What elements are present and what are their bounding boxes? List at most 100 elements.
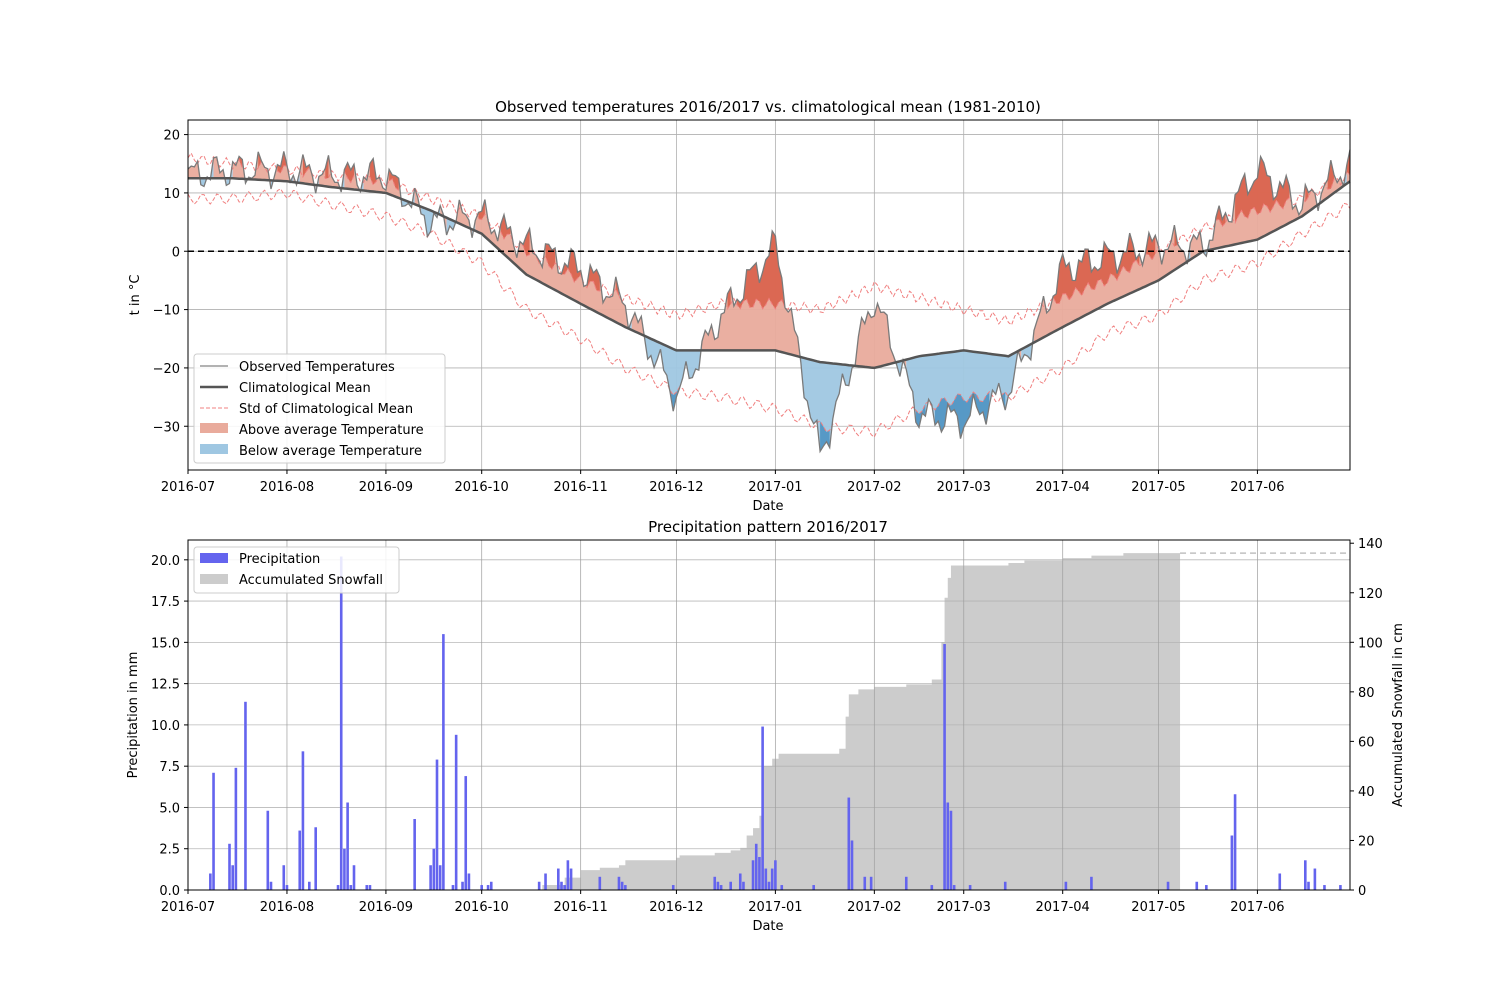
precipitation-x-tick-label: 2017-01 <box>748 900 802 915</box>
temperature-x-tick-label: 2017-03 <box>937 480 991 495</box>
precipitation-bar <box>569 868 573 890</box>
temperature-x-tick-label: 2017-06 <box>1230 480 1284 495</box>
precipitation-bar <box>780 885 784 890</box>
precipitation-x-tick-label: 2016-11 <box>553 900 607 915</box>
precipitation-bar <box>314 827 317 890</box>
precipitation-bar <box>537 881 541 890</box>
legend-label-precip: Precipitation <box>239 552 320 567</box>
above-std-fill <box>478 199 485 220</box>
above-average-fill <box>855 303 897 368</box>
above-std-fill <box>369 158 377 185</box>
temperature-chart-title: Observed temperatures 2016/2017 vs. clim… <box>495 98 1041 116</box>
temperature-x-label: Date <box>752 499 783 514</box>
precipitation-bar <box>1307 881 1310 890</box>
precipitation-bar <box>758 856 761 890</box>
precipitation-bar <box>557 868 560 890</box>
precipitation-bar <box>869 876 873 890</box>
precipitation-bar <box>1003 881 1007 890</box>
snowfall-y-tick-label: 100 <box>1358 636 1383 651</box>
above-std-fill <box>737 230 785 309</box>
above-average-fill <box>440 205 447 236</box>
precipitation-bar <box>713 876 717 890</box>
legend-swatch-below <box>200 444 228 454</box>
accumulated-snowfall-area <box>494 553 1181 890</box>
precipitation-bars <box>209 556 1342 890</box>
above-std-fill <box>1235 156 1290 223</box>
precipitation-bar <box>1064 881 1068 890</box>
precipitation-bar <box>719 885 723 890</box>
temperature-y-tick-label: 10 <box>163 187 180 202</box>
precipitation-bar <box>943 644 946 890</box>
above-average-fill <box>456 199 473 238</box>
precipitation-bar <box>904 876 908 890</box>
temperature-x-tick-label: 2016-10 <box>455 480 509 495</box>
temperature-y-tick-label: 20 <box>163 129 180 144</box>
precipitation-bar <box>1278 873 1282 890</box>
below-average-fill <box>800 357 856 452</box>
above-std-fill <box>344 162 354 183</box>
above-std-fill <box>500 214 511 239</box>
precipitation-bar <box>464 776 468 890</box>
climatological-mean-line <box>188 177 1351 370</box>
precipitation-bar <box>617 876 621 890</box>
precipitation-x-tick-label: 2016-07 <box>161 900 215 915</box>
temperature-x-tick-label: 2016-09 <box>359 480 413 495</box>
temperature-x-tick-label: 2017-01 <box>748 480 802 495</box>
temperature-x-tick-label: 2017-02 <box>847 480 901 495</box>
above-average-fill <box>188 161 201 185</box>
precipitation-bar <box>489 881 493 890</box>
precipitation-bar <box>231 865 234 890</box>
precipitation-bar <box>269 881 273 890</box>
temperature-y-tick-label: −10 <box>153 304 180 319</box>
precipitation-bar <box>442 634 445 890</box>
std-lower-line <box>187 188 1351 438</box>
precipitation-x-tick-label: 2017-04 <box>1036 900 1090 915</box>
precipitation-bar <box>228 843 231 890</box>
legend-label-above: Above average Temperature <box>239 423 424 438</box>
legend-label-snow: Accumulated Snowfall <box>239 573 383 588</box>
above-std-fill <box>545 243 556 270</box>
snowfall-y-tick-label: 40 <box>1358 785 1375 800</box>
legend-swatch-above <box>200 423 228 433</box>
precipitation-bar <box>285 885 289 890</box>
precipitation-bar <box>968 885 972 890</box>
precipitation-y-tick-label: 12.5 <box>151 678 180 693</box>
precipitation-bar <box>467 873 471 890</box>
snowfall-y-tick-label: 80 <box>1358 686 1375 701</box>
precipitation-bar <box>1090 876 1093 890</box>
temperature-x-ticks: 2016-07 2016-08 2016-09 2016-10 2016-11 2016-… <box>161 470 1285 495</box>
precipitation-y-tick-label: 17.5 <box>151 595 180 610</box>
temperature-x-tick-label: 2017-04 <box>1036 480 1090 495</box>
legend-label-below: Below average Temperature <box>239 444 422 459</box>
temperature-plot-area <box>187 149 1351 454</box>
above-average-fill <box>213 157 227 186</box>
precipitation-x-tick-label: 2016-08 <box>260 900 314 915</box>
temperature-x-tick-label: 2016-08 <box>260 480 314 495</box>
legend-label-std: Std of Climatological Mean <box>239 402 413 417</box>
precipitation-bar <box>282 865 286 890</box>
precipitation-bar <box>266 810 270 890</box>
precipitation-bar <box>480 885 483 890</box>
below-average-fill <box>401 188 415 208</box>
precipitation-x-tick-label: 2016-12 <box>649 900 703 915</box>
precipitation-bar <box>812 885 815 890</box>
precipitation-bar <box>413 819 416 890</box>
temperature-y-tick-label: −30 <box>153 420 180 435</box>
precipitation-y-ticks: 0.0 2.5 5.0 7.5 10.0 12.5 15.0 17.5 20.0 <box>151 554 188 899</box>
snowfall-y-tick-label: 120 <box>1358 587 1383 602</box>
precipitation-bar <box>1205 885 1208 890</box>
precipitation-bar <box>729 881 732 890</box>
precipitation-legend: Precipitation Accumulated Snowfall <box>193 546 400 594</box>
precipitation-bar <box>1233 794 1237 890</box>
precipitation-bar <box>620 881 624 890</box>
precipitation-bar <box>212 772 215 890</box>
precipitation-y-tick-label: 15.0 <box>151 636 180 651</box>
precipitation-bar <box>352 865 356 890</box>
precipitation-bar <box>847 797 851 890</box>
precipitation-x-ticks: 2016-07 2016-08 2016-09 2016-10 2016-11 2016-… <box>161 890 1285 915</box>
precipitation-bar <box>738 873 742 890</box>
precipitation-x-tick-label: 2017-06 <box>1230 900 1284 915</box>
precipitation-bar <box>946 802 950 890</box>
precipitation-bar <box>1323 885 1326 890</box>
precipitation-bar <box>1304 860 1307 890</box>
